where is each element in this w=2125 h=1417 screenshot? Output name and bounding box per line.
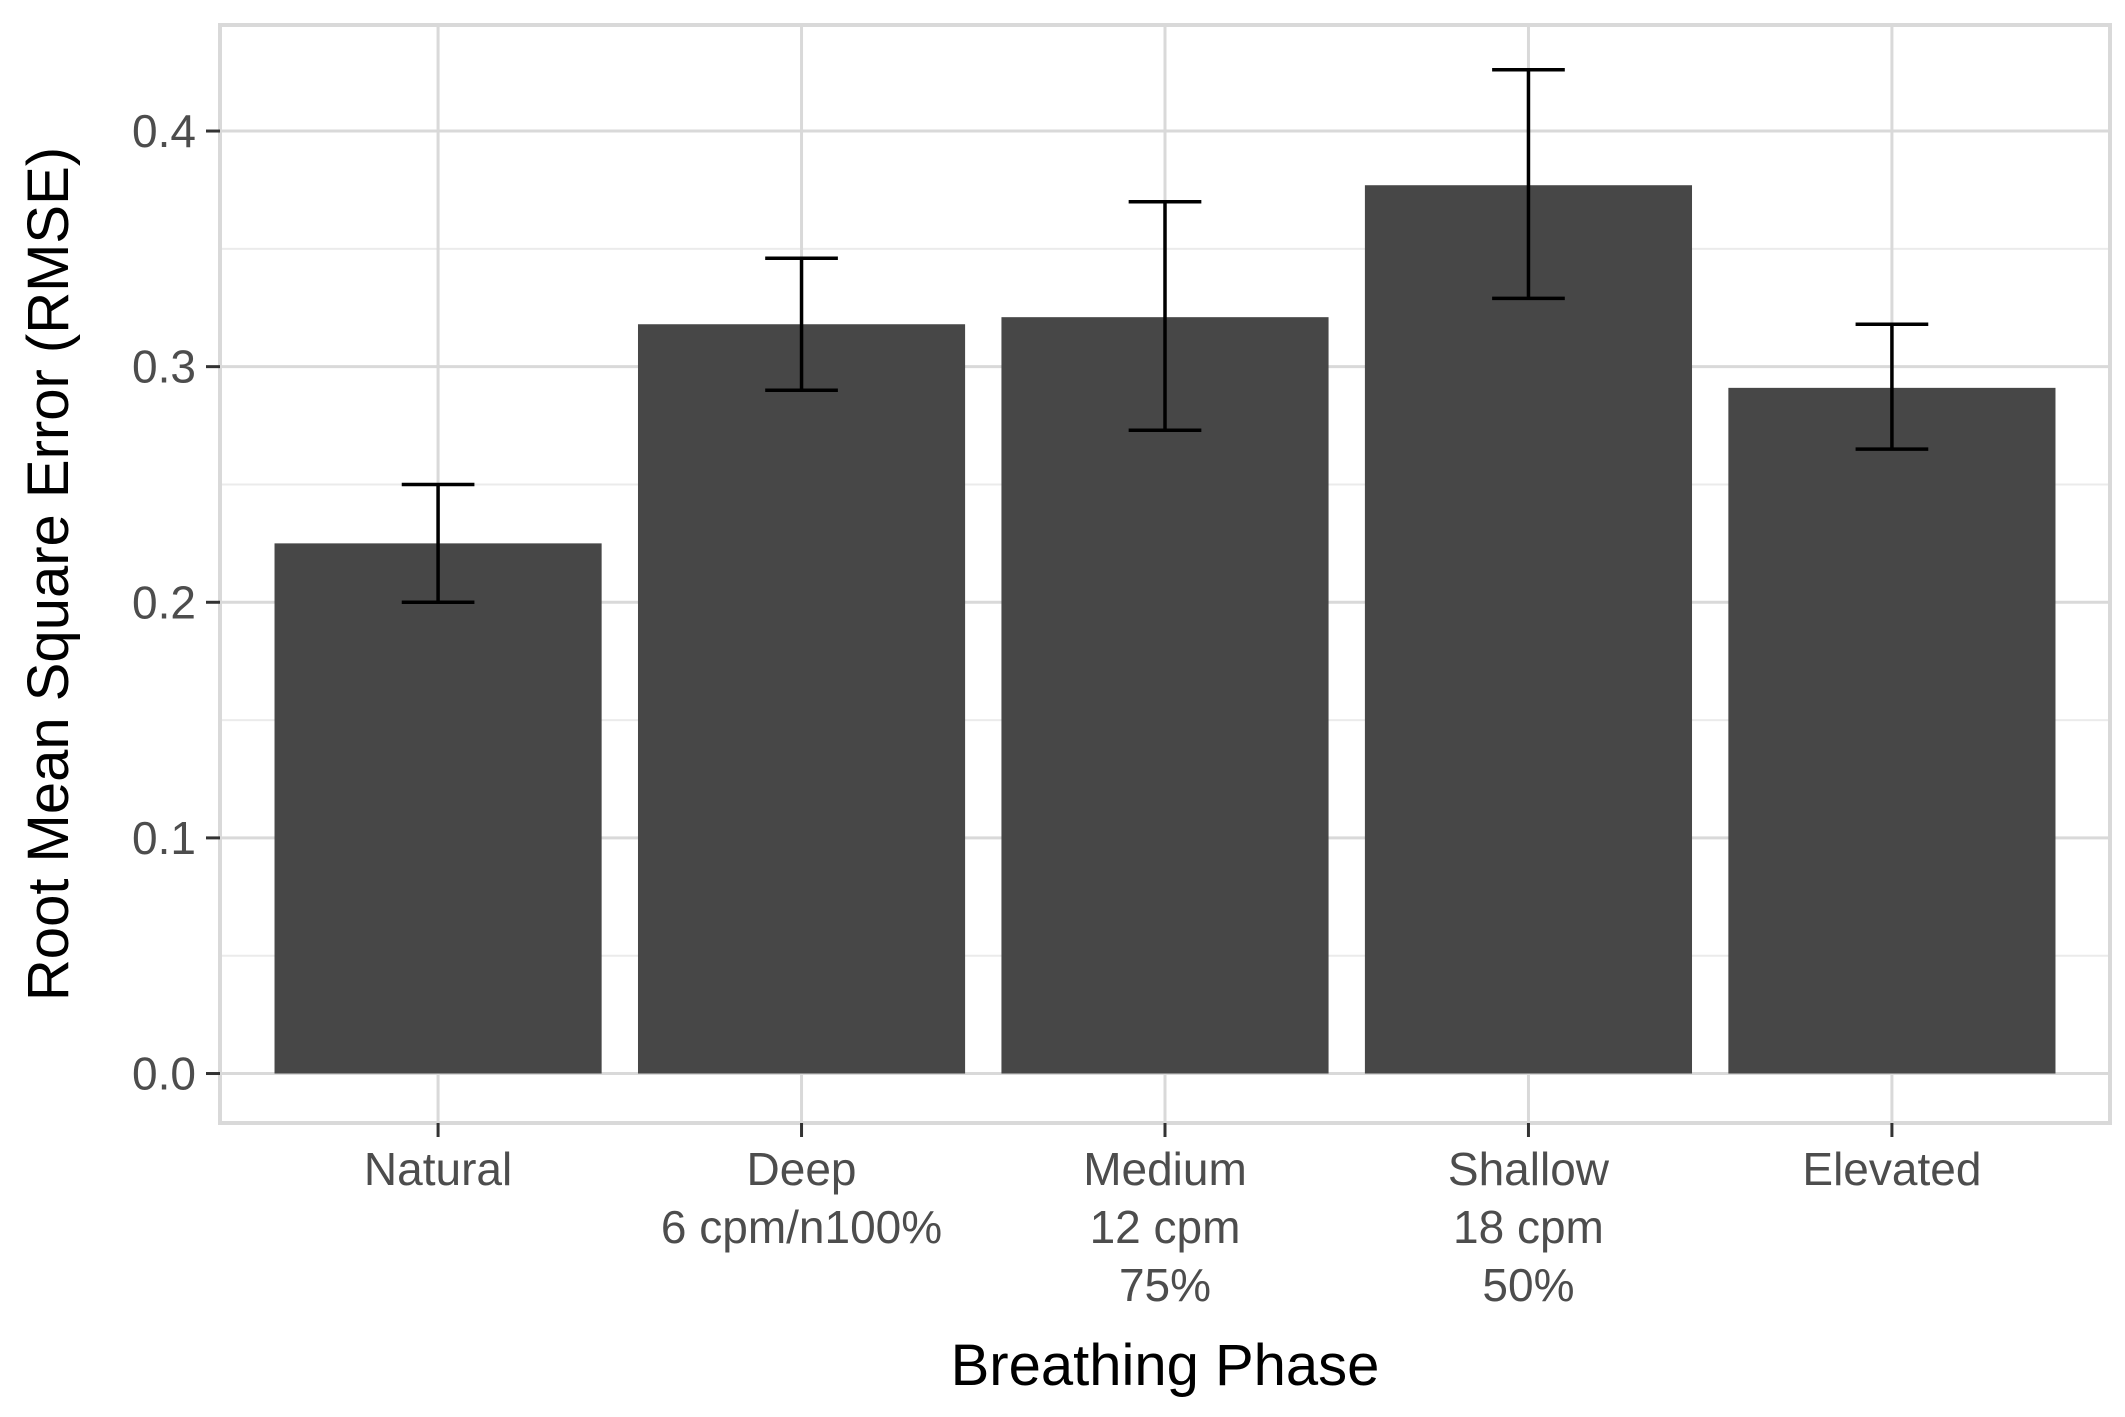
x-tick-label-line: 50% — [1482, 1259, 1574, 1311]
x-tick-label-line: 12 cpm — [1090, 1201, 1241, 1253]
x-tick-label-line: 6 cpm/n100% — [661, 1201, 942, 1253]
x-tick-label-line: Natural — [364, 1143, 512, 1195]
x-axis-title: Breathing Phase — [951, 1333, 1380, 1398]
y-tick-label: 0.1 — [132, 812, 196, 864]
error-bar — [765, 256, 838, 392]
error-bar — [1128, 199, 1202, 433]
y-tick-label: 0.4 — [132, 105, 196, 157]
x-tick-label-line: Medium — [1083, 1143, 1247, 1195]
x-axis-ticks: Natural Deep 6 cpm/n100% Medium 12 cpm 75% Sha… — [364, 1123, 1981, 1311]
x-tick-label: Medium 12 cpm 75% — [1083, 1143, 1247, 1311]
bars — [274, 185, 2056, 1074]
x-tick-label-line: Deep — [747, 1143, 857, 1195]
error-bars — [401, 68, 1929, 605]
bar — [637, 324, 966, 1074]
error-bar — [1855, 322, 1929, 451]
y-axis-title: Root Mean Square Error (RMSE) — [16, 147, 81, 1001]
y-tick-label: 0.0 — [132, 1048, 196, 1100]
bar — [274, 543, 602, 1074]
x-tick-label-line: 75% — [1119, 1259, 1211, 1311]
y-tick-label: 0.3 — [132, 341, 196, 393]
x-tick-label: Natural — [364, 1143, 512, 1195]
bar — [1364, 185, 1693, 1074]
bar — [1001, 317, 1329, 1074]
x-tick-label-line: 18 cpm — [1453, 1201, 1604, 1253]
y-tick-label: 0.2 — [132, 576, 196, 628]
x-tick-label: Deep 6 cpm/n100% — [661, 1143, 942, 1253]
x-tick-label-line: Shallow — [1448, 1143, 1610, 1195]
error-bar — [1492, 68, 1565, 301]
y-axis-ticks: 0.0 0.1 0.2 0.3 0.4 — [132, 105, 220, 1100]
x-tick-label-line: Elevated — [1802, 1143, 1981, 1195]
error-bar — [401, 482, 475, 605]
x-tick-label: Elevated — [1802, 1143, 1981, 1195]
x-tick-label: Shallow 18 cpm 50% — [1448, 1143, 1610, 1311]
bar — [1728, 387, 2056, 1074]
